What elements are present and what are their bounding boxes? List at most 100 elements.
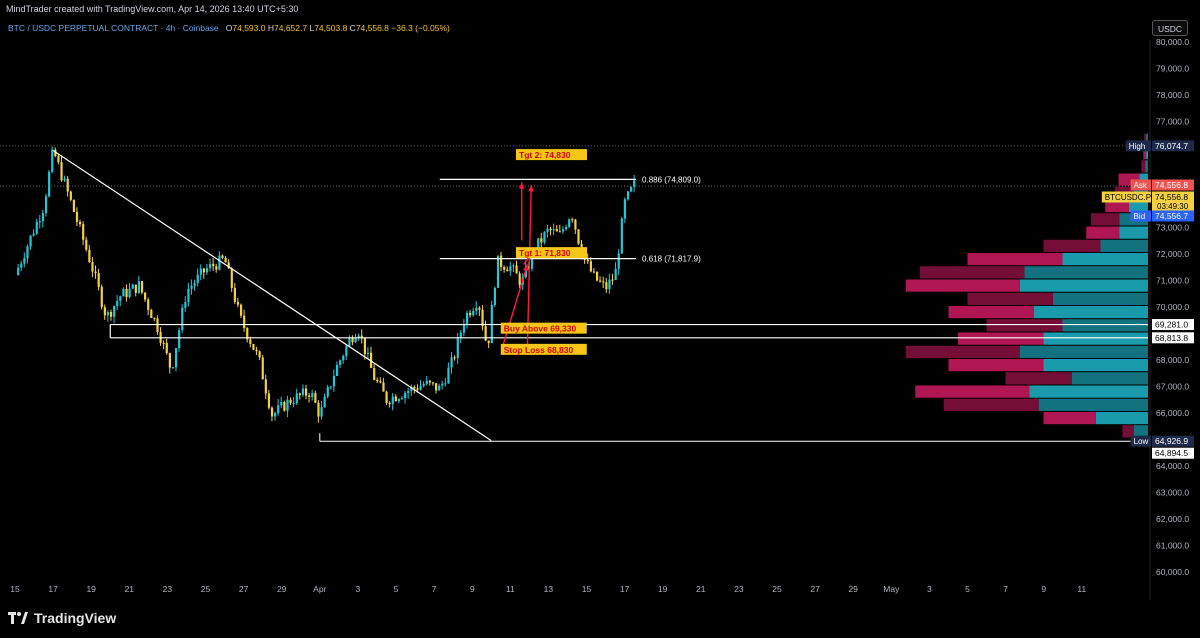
vp-sell-bar xyxy=(967,252,1063,266)
price-tag-label-bg xyxy=(1130,435,1151,447)
vp-buy-bar xyxy=(1062,252,1148,266)
trendline xyxy=(52,149,492,442)
candle-body xyxy=(357,335,360,338)
candle-body xyxy=(29,235,32,247)
vp-sell-bar xyxy=(1091,213,1120,226)
price-tag-value: 64,926.9 xyxy=(1155,436,1188,446)
volume-profile xyxy=(905,133,1148,438)
candle-body xyxy=(295,393,298,404)
candle-body xyxy=(311,393,314,398)
price-tag-value: 76,074.7 xyxy=(1155,141,1188,151)
x-tick-label: Apr xyxy=(313,584,326,594)
price-tag-label: High xyxy=(1129,142,1145,151)
candle-body xyxy=(546,228,549,233)
vp-buy-bar xyxy=(1072,372,1148,385)
vp-sell-bar xyxy=(1105,199,1129,213)
candle-body xyxy=(388,402,391,405)
candle-body xyxy=(537,238,540,252)
candle-body xyxy=(441,383,444,386)
vp-buy-bar xyxy=(1043,358,1148,372)
candle-body xyxy=(599,280,602,282)
price-tags: 76,074.7High74,556.8Ask74,556.803:49:30B… xyxy=(1101,140,1194,459)
price-tag-value: 74,556.8 xyxy=(1155,192,1188,202)
vp-buy-bar xyxy=(1043,332,1148,345)
tradingview-logo[interactable]: TradingView xyxy=(8,610,116,626)
high-label: H xyxy=(267,23,274,33)
candle-body xyxy=(165,342,168,354)
candle-body xyxy=(258,351,261,358)
x-tick-label: 19 xyxy=(86,584,96,594)
candle-body xyxy=(178,330,181,349)
y-tick-label: 62,000.0 xyxy=(1156,514,1189,524)
candle-body xyxy=(233,287,236,302)
candle-body xyxy=(376,379,379,382)
candle-body xyxy=(586,259,589,262)
x-tick-label: 5 xyxy=(965,584,970,594)
candle-body xyxy=(252,344,255,350)
vp-sell-bar xyxy=(948,305,1034,319)
candle-body xyxy=(630,186,633,192)
price-axis[interactable]: 80,000.0 79,000.0 78,000.0 77,000.0 73,000.0… xyxy=(1149,37,1189,600)
candle-body xyxy=(462,324,466,333)
candle-body xyxy=(465,312,469,325)
candle-body xyxy=(339,360,342,365)
tgt2-label: Tgt 2: 74,830 xyxy=(519,150,571,160)
candle-body xyxy=(181,307,184,331)
candle-body xyxy=(156,318,159,333)
candle-body xyxy=(41,212,45,222)
candle-body xyxy=(543,232,546,243)
candle-body xyxy=(122,288,125,297)
low-value: 74,503.8 xyxy=(314,23,348,33)
tgt2-label-bg xyxy=(516,149,588,161)
candle-body xyxy=(404,392,407,399)
x-tick-label: 7 xyxy=(1003,584,1008,594)
candle-body xyxy=(209,263,212,269)
candle-body xyxy=(633,180,636,187)
candle-body xyxy=(54,149,57,157)
candle-body xyxy=(577,229,580,244)
candle-body xyxy=(568,219,571,227)
currency-button[interactable]: USDC xyxy=(1152,20,1188,36)
vp-buy-bar xyxy=(1019,279,1148,292)
candle-body xyxy=(394,396,397,402)
candle-body xyxy=(416,388,419,390)
buy-above-label: Buy Above 69,330 xyxy=(504,324,577,334)
candle-body xyxy=(447,367,450,384)
price-tag-label: Low xyxy=(1134,437,1149,446)
change-value: −36.3 (−0.05%) xyxy=(391,23,450,33)
candle-body xyxy=(280,401,283,406)
fib-label: 0.618 (71,817.9) xyxy=(642,255,701,264)
candle-body xyxy=(221,255,224,258)
x-tick-label: 25 xyxy=(201,584,211,594)
candle-body xyxy=(119,296,122,301)
price-tag-countdown: 03:49:30 xyxy=(1157,202,1189,211)
vp-buy-bar xyxy=(1146,147,1148,160)
candle-body xyxy=(363,337,367,355)
vp-buy-bar xyxy=(1024,266,1148,279)
price-tag-label-bg xyxy=(1101,191,1151,203)
x-tick-label: 15 xyxy=(582,584,592,594)
vp-sell-bar xyxy=(1122,425,1134,438)
candle-body xyxy=(626,191,630,200)
candle-body xyxy=(354,337,357,343)
candle-body xyxy=(326,387,329,397)
candle-body xyxy=(69,191,72,200)
candle-body xyxy=(267,393,271,408)
price-tag-value: 74,556.8 xyxy=(1155,180,1188,190)
x-tick-label: 21 xyxy=(125,584,135,594)
candle-body xyxy=(493,287,497,305)
candle-body xyxy=(298,393,301,395)
x-tick-label: 17 xyxy=(48,584,58,594)
time-axis[interactable]: 15 17 19 21 23 25 27 29 Apr 3 5 7 9 11 13 15 17 19 21 23 25 2… xyxy=(10,584,1086,594)
arrow-to-tgt2 xyxy=(526,184,532,347)
vp-buy-bar xyxy=(1100,239,1148,252)
price-tag-value: 68,813.8 xyxy=(1155,333,1188,343)
candle-body xyxy=(422,384,425,386)
symbol-name[interactable]: BTC / USDC PERPETUAL CONTRACT · 4h · Coi… xyxy=(8,23,219,33)
candle-body xyxy=(617,253,620,269)
candle-body xyxy=(255,349,258,352)
vp-sell-bar xyxy=(1005,372,1072,385)
candle-body xyxy=(88,249,91,263)
x-tick-label: 11 xyxy=(1077,584,1086,594)
